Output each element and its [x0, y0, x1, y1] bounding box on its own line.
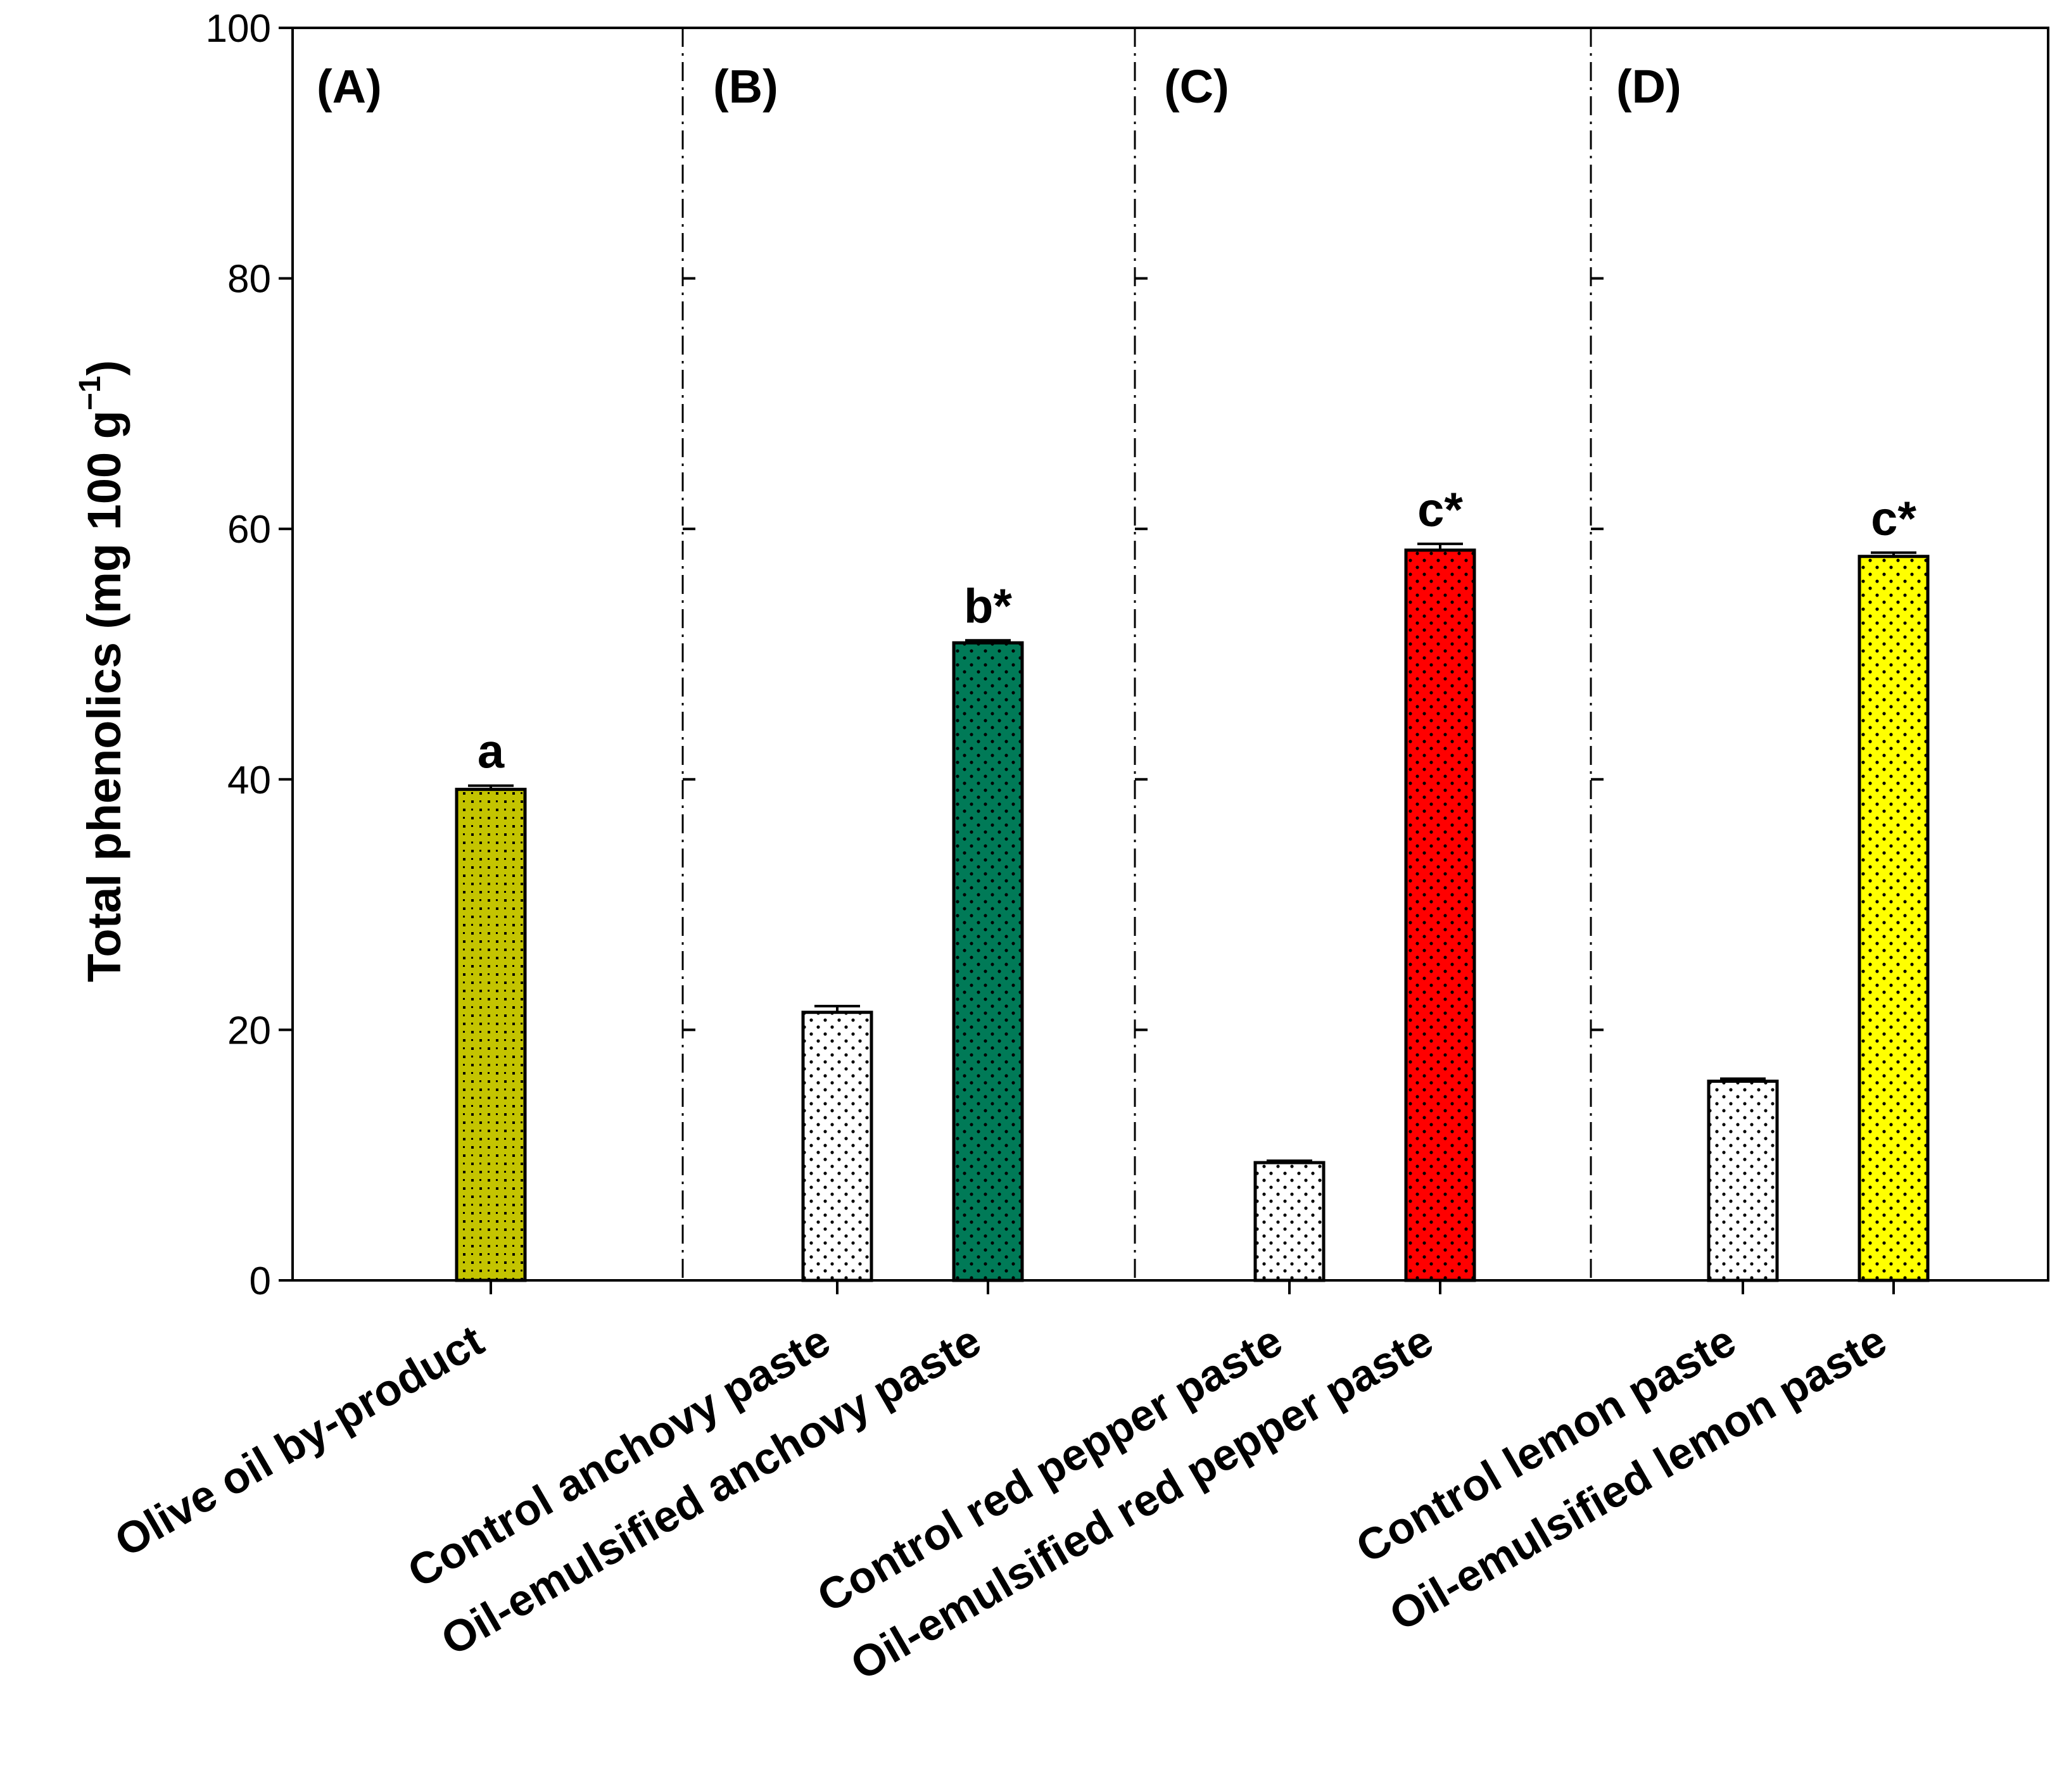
- bar-pattern: [803, 1012, 871, 1280]
- bar-pattern: [1709, 1081, 1777, 1280]
- bar-pattern: [457, 789, 525, 1280]
- y-tick-label: 20: [227, 1009, 271, 1052]
- x-category-label: Olive oil by-product: [106, 1315, 491, 1566]
- significance-label: c*: [1417, 483, 1463, 537]
- y-axis-title-main: Total phenolics (mg 100 g: [78, 410, 130, 982]
- y-axis-title-exponent: −1: [73, 375, 107, 410]
- bar-pattern: [954, 643, 1022, 1280]
- bar-pattern: [1406, 550, 1474, 1281]
- y-axis-title-close: ): [78, 360, 130, 376]
- significance-label: a: [478, 725, 505, 779]
- panel-label: (C): [1164, 60, 1229, 113]
- bars: a b* c* c*: [455, 483, 1930, 1282]
- y-tick-label: 60: [227, 508, 271, 552]
- panel-label: (A): [317, 60, 382, 113]
- panel-dividers: (A) (B) (C) (D): [317, 28, 1681, 1280]
- y-tick-label: 0: [250, 1259, 271, 1303]
- panel-label: (D): [1616, 60, 1681, 113]
- y-tick-label: 100: [206, 7, 271, 51]
- significance-label: c*: [1871, 492, 1916, 546]
- plot-frame: [291, 27, 2049, 1282]
- y-tick-label: 40: [227, 759, 271, 802]
- bar-pattern: [1255, 1163, 1324, 1280]
- y-axis-title: Total phenolics (mg 100 g−1): [73, 360, 130, 983]
- y-tick-label: 80: [227, 258, 271, 301]
- y-axis: 0 20 40 60 80 100: [206, 7, 2049, 1303]
- bar-pattern: [1859, 556, 1928, 1280]
- panel-label: (B): [713, 60, 778, 113]
- significance-label: b*: [964, 579, 1012, 633]
